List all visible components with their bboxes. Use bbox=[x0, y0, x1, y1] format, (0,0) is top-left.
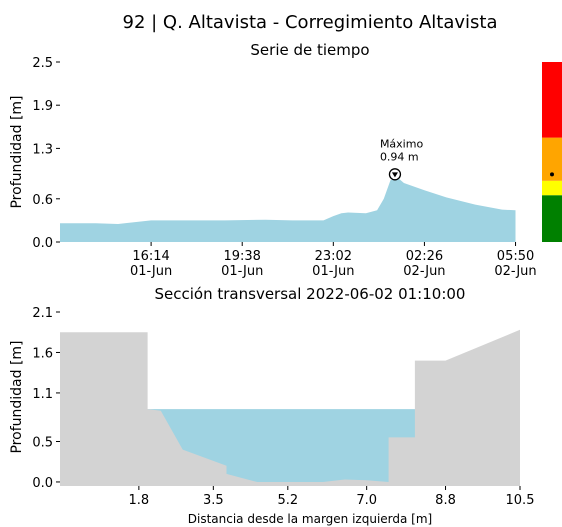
time-series-title: Serie de tiempo bbox=[250, 41, 369, 59]
x-tick-date-label: 02-Jun bbox=[403, 264, 445, 279]
depth-area bbox=[60, 177, 516, 242]
y-tick-label: 2.1 bbox=[32, 306, 53, 321]
figure-title: 92 | Q. Altavista - Corregimiento Altavi… bbox=[123, 12, 498, 33]
y-tick-label: 0.0 bbox=[32, 476, 53, 491]
alert-level-yellow bbox=[542, 180, 562, 196]
cross-section-plot: 0.0 0.5 1.1 1.6 2.1 1.8 3.5 5.2 7.0 8.8 10.5 bbox=[32, 306, 534, 508]
x-tick-label: 1.8 bbox=[129, 493, 150, 508]
x-tick-label: 05:50 bbox=[497, 249, 534, 264]
x-tick-date-label: 01-Jun bbox=[130, 264, 172, 279]
max-value-label: 0.94 m bbox=[380, 150, 419, 163]
x-tick-label: 19:38 bbox=[223, 249, 260, 264]
y-tick-label: 1.1 bbox=[32, 387, 53, 402]
alert-level-green bbox=[542, 195, 562, 242]
x-tick-label: 23:02 bbox=[315, 249, 352, 264]
x-tick-label: 16:14 bbox=[132, 249, 169, 264]
x-tick-label: 10.5 bbox=[506, 493, 535, 508]
x-tick-label: 5.2 bbox=[277, 493, 298, 508]
time-series-plot: 0.00.61.31.92.516:1401-Jun19:3801-Jun23:… bbox=[32, 56, 536, 279]
time-series-ylabel: Profundidad [m] bbox=[9, 95, 25, 208]
max-label: Máximo bbox=[380, 137, 424, 150]
y-tick-label: 1.6 bbox=[32, 346, 53, 361]
x-tick-label: 8.8 bbox=[435, 493, 456, 508]
y-tick-label: 1.9 bbox=[32, 99, 53, 114]
y-tick-label: 0.6 bbox=[32, 193, 53, 208]
x-tick-label: 7.0 bbox=[356, 493, 377, 508]
x-tick-label: 3.5 bbox=[203, 493, 224, 508]
alert-level-orange bbox=[542, 137, 562, 181]
terrain-area bbox=[60, 329, 520, 486]
cross-section-title: Sección transversal 2022-06-02 01:10:00 bbox=[155, 285, 466, 303]
y-tick-label: 1.3 bbox=[32, 142, 53, 157]
max-marker-arrow bbox=[391, 172, 398, 178]
x-tick-label: 02:26 bbox=[406, 249, 443, 264]
y-tick-label: 0.5 bbox=[32, 435, 53, 450]
cross-section-xlabel: Distancia desde la margen izquierda [m] bbox=[188, 512, 432, 526]
alert-level-red bbox=[542, 62, 562, 138]
x-tick-date-label: 01-Jun bbox=[221, 264, 263, 279]
alert-marker bbox=[550, 172, 554, 177]
y-tick-label: 0.0 bbox=[32, 236, 53, 251]
cross-section-chart: Sección transversal 2022-06-02 01:10:00 … bbox=[9, 285, 534, 526]
x-tick-date-label: 02-Jun bbox=[494, 264, 536, 279]
x-tick-date-label: 01-Jun bbox=[312, 264, 354, 279]
y-tick-label: 2.5 bbox=[32, 56, 53, 71]
time-series-chart: Serie de tiempo Profundidad [m] 0.0 0.6 1.… bbox=[9, 41, 562, 279]
cross-section-ylabel: Profundidad [m] bbox=[9, 340, 25, 453]
alert-level-bar bbox=[542, 62, 562, 242]
